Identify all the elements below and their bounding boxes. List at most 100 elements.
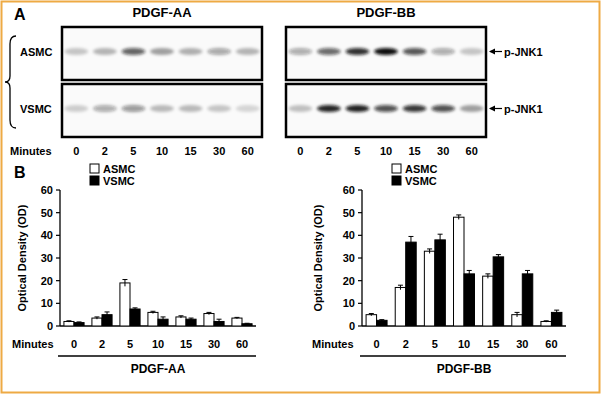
bar-chart: 0102030405060Optical Density (OD)0251015… [12, 163, 256, 377]
error-bar [133, 308, 138, 310]
error-line [487, 274, 488, 279]
y-tick-label: 20 [343, 275, 355, 287]
error-cap [544, 320, 549, 321]
legend-label: VSMC [103, 175, 135, 187]
error-line [469, 270, 470, 277]
lane-axis-label: Minutes [10, 145, 52, 157]
lane-label: 10 [380, 145, 392, 157]
blot-band [460, 48, 484, 55]
error-line [124, 280, 125, 287]
error-cap [525, 270, 530, 271]
bar [148, 312, 158, 326]
error-bar [150, 311, 155, 313]
error-cap [217, 319, 222, 320]
error-cap [438, 234, 443, 235]
blot-band [64, 105, 88, 112]
error-cap [77, 321, 82, 322]
blot-title: PDGF-AA [132, 5, 192, 20]
y-tick-label: 60 [343, 184, 355, 196]
error-bar [178, 316, 183, 318]
blot-frame [286, 27, 486, 80]
lane-label: 0 [73, 145, 79, 157]
error-line [440, 234, 441, 245]
error-bar [438, 234, 443, 245]
y-tick-label: 60 [41, 184, 53, 196]
error-line [498, 255, 499, 260]
row-label: ASMC [20, 46, 52, 58]
blot-band [288, 48, 312, 55]
error-cap [515, 312, 520, 313]
error-bar [161, 317, 166, 322]
y-tick-label: 30 [343, 252, 355, 264]
blot-band [207, 105, 231, 112]
bar [130, 309, 140, 326]
y-tick-label: 30 [41, 252, 53, 264]
chart-title: PDGF-AA [131, 362, 186, 376]
error-cap [408, 236, 413, 237]
band-label: p-JNK1 [504, 46, 543, 58]
bar [454, 217, 464, 326]
error-bar [189, 318, 194, 320]
band-label: p-JNK1 [504, 103, 543, 115]
brace [5, 36, 16, 128]
legend-swatch [392, 176, 401, 185]
bar [541, 321, 551, 326]
blot-frame [62, 84, 262, 137]
error-cap [379, 319, 384, 320]
error-bar [94, 317, 99, 319]
lane-label: 15 [184, 145, 196, 157]
x-tick-label: 2 [403, 338, 409, 350]
panel-label: A [14, 6, 26, 23]
blot-band [207, 48, 231, 55]
error-cap [206, 312, 211, 313]
blot-band [288, 105, 312, 112]
error-cap [150, 311, 155, 312]
y-axis [59, 190, 60, 326]
bar [377, 320, 387, 326]
figure: A B PDGF-AA 0 2 5 10 15 30 60 PDGF-BB p-JNK1 p-JNK1 0… [0, 0, 601, 394]
bar [493, 257, 503, 326]
blot: PDGF-BBp-JNK1p-JNK102510153060 [286, 5, 543, 157]
error-bar [398, 285, 403, 290]
error-line [410, 236, 411, 247]
blot-title: PDGF-BB [356, 5, 415, 20]
legend-label: VSMC [405, 175, 437, 187]
blot-band [431, 48, 455, 55]
x-tick-label: 15 [487, 338, 499, 350]
lane-label: 2 [326, 145, 332, 157]
error-line [163, 317, 164, 322]
error-bar [456, 215, 461, 220]
error-bar [485, 274, 490, 279]
blot-band [317, 105, 341, 112]
y-tick-label: 10 [41, 297, 53, 309]
error-bar [206, 312, 211, 314]
blot-band [431, 105, 455, 112]
blot-band [345, 105, 369, 112]
y-tick-label: 50 [41, 207, 53, 219]
lane-label: 60 [466, 145, 478, 157]
error-cap [456, 214, 461, 215]
x-tick-label: 30 [516, 338, 528, 350]
error-bar [217, 319, 222, 324]
band-arrow-head [489, 49, 495, 55]
chart-title: PDGF-BB [437, 362, 492, 376]
error-bar [122, 280, 127, 287]
lane-label: 60 [242, 145, 254, 157]
bar [64, 321, 74, 326]
panel-label: B [14, 164, 26, 181]
lane-label: 5 [130, 145, 136, 157]
blot-band [93, 48, 117, 55]
y-axis-label: Optical Density (OD) [16, 204, 28, 311]
error-line [556, 310, 557, 315]
plot-area [366, 215, 562, 326]
error-bar [467, 270, 472, 277]
error-line [517, 312, 518, 317]
lane-label: 2 [102, 145, 108, 157]
blot-frame [62, 27, 262, 80]
blot-band [64, 48, 88, 55]
legend: ASMCVSMC [90, 163, 135, 187]
blot-band [236, 105, 260, 112]
title-rule [360, 355, 566, 357]
x-tick-label: 10 [458, 338, 470, 350]
x-tick-label: 0 [71, 338, 77, 350]
